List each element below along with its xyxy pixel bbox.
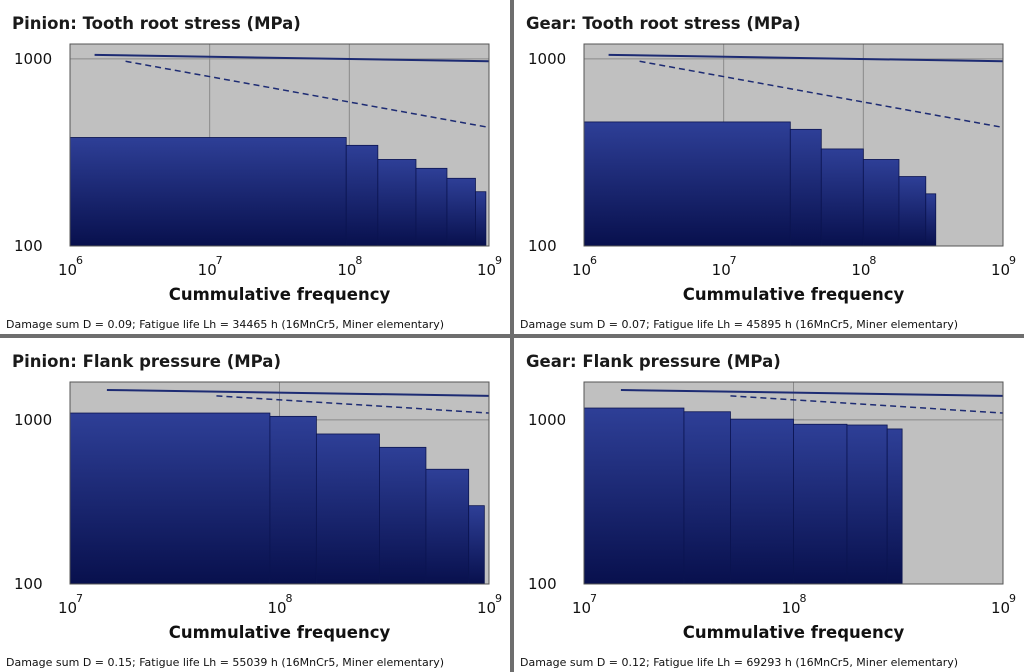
x-tick-exponent: 7: [76, 592, 83, 605]
plot-border: [583, 381, 1004, 585]
x-tick-exponent: 9: [495, 254, 502, 267]
chart-panel-pinion-root-stress: Pinion: Tooth root stress (MPa) 100 1000 10…: [0, 0, 510, 334]
y-tick-label: 100: [528, 237, 557, 255]
chart-title: Pinion: Flank pressure (MPa): [12, 352, 281, 371]
y-tick-label: 100: [14, 237, 43, 255]
load-step-bar: [345, 144, 379, 247]
chart-panel-gear-flank-pressure: Gear: Flank pressure (MPa) 100 1000 10 7 10 8 1…: [514, 338, 1024, 672]
load-step-bar: [269, 415, 317, 585]
chart-svg: Pinion: Tooth root stress (MPa) 100 1000 10…: [6, 14, 502, 331]
load-step-bar: [379, 446, 427, 585]
load-step-bar: [820, 148, 864, 247]
y-tick-label: 1000: [528, 50, 566, 68]
load-step-bar: [69, 137, 347, 247]
x-tick-exponent: 6: [76, 254, 83, 267]
x-axis-label: Cummulative frequency: [169, 285, 391, 304]
x-tick-exponent: 9: [1009, 592, 1016, 605]
limit-line-solid: [608, 53, 1004, 63]
footer-text: Damage sum D = 0.15; Fatigue life Lh = 5…: [6, 656, 444, 669]
footer-text: Damage sum D = 0.09; Fatigue life Lh = 3…: [6, 318, 444, 331]
x-tick-label: 10: [268, 599, 287, 617]
limit-line-dashed: [125, 60, 490, 129]
x-tick-exponent: 7: [730, 254, 737, 267]
load-step-bar: [730, 418, 794, 585]
load-step-bar: [793, 423, 848, 585]
load-step-bar: [846, 424, 888, 585]
x-tick-label: 10: [991, 599, 1010, 617]
x-tick-label: 10: [477, 261, 496, 279]
y-tick-label: 1000: [528, 411, 566, 429]
load-step-bar: [583, 121, 791, 247]
load-step-bar: [683, 411, 731, 585]
x-tick-label: 10: [58, 599, 77, 617]
y-tick-label: 1000: [14, 50, 52, 68]
load-step-bar: [898, 176, 927, 247]
x-tick-exponent: 9: [495, 592, 502, 605]
x-axis-label: Cummulative frequency: [169, 623, 391, 642]
load-step-bar: [468, 505, 485, 585]
x-tick-exponent: 7: [590, 592, 597, 605]
load-step-bar: [315, 433, 380, 585]
x-tick-label: 10: [712, 261, 731, 279]
chart-svg: Gear: Tooth root stress (MPa)10010001061…: [520, 14, 1016, 331]
load-step-bar: [69, 412, 271, 585]
load-step-bar: [475, 191, 487, 247]
load-step-bar: [862, 159, 900, 247]
plot-border: [583, 43, 1004, 247]
limit-line-dashed: [639, 60, 1004, 129]
load-step-bar: [446, 177, 476, 247]
chart-svg: Gear: Flank pressure (MPa)10010001071081…: [520, 352, 1016, 669]
y-tick-label: 100: [14, 575, 43, 593]
chart-panel-gear-root-stress: Gear: Tooth root stress (MPa) 100 1000 10 6 1…: [514, 0, 1024, 334]
chart-title: Pinion: Tooth root stress (MPa): [12, 14, 301, 33]
chart-title: Gear: Tooth root stress (MPa): [526, 14, 801, 33]
x-tick-label: 10: [572, 599, 591, 617]
y-tick-label: 1000: [14, 411, 52, 429]
limit-line-dashed: [730, 395, 1004, 414]
x-tick-label: 10: [851, 261, 870, 279]
load-step-bar: [789, 128, 822, 247]
footer-text: Damage sum D = 0.07; Fatigue life Lh = 4…: [520, 318, 958, 331]
limit-line-solid: [106, 388, 490, 397]
x-tick-label: 10: [58, 261, 77, 279]
x-tick-exponent: 8: [869, 254, 876, 267]
x-tick-label: 10: [198, 261, 217, 279]
load-step-bar: [377, 159, 417, 247]
load-step-bar: [415, 167, 448, 247]
x-axis-label: Cummulative frequency: [683, 285, 905, 304]
x-axis-label: Cummulative frequency: [683, 623, 905, 642]
limit-line-solid: [620, 388, 1004, 397]
x-tick-label: 10: [991, 261, 1010, 279]
chart-svg: Pinion: Flank pressure (MPa)100100010710…: [6, 352, 502, 669]
x-tick-exponent: 8: [800, 592, 807, 605]
x-tick-exponent: 9: [1009, 254, 1016, 267]
x-tick-label: 10: [477, 599, 496, 617]
chart-title: Gear: Flank pressure (MPa): [526, 352, 781, 371]
load-step-bar: [425, 468, 470, 585]
plot-border: [69, 381, 490, 585]
x-tick-exponent: 7: [216, 254, 223, 267]
limit-line-solid: [94, 53, 490, 63]
x-tick-exponent: 6: [590, 254, 597, 267]
plot-border: [69, 43, 490, 247]
x-tick-label: 10: [337, 261, 356, 279]
x-tick-exponent: 8: [286, 592, 293, 605]
footer-text: Damage sum D = 0.12; Fatigue life Lh = 6…: [520, 656, 958, 669]
x-tick-label: 10: [782, 599, 801, 617]
limit-line-dashed: [216, 395, 490, 414]
x-tick-label: 10: [572, 261, 591, 279]
load-step-bar: [925, 193, 937, 247]
load-step-bar: [886, 428, 903, 585]
y-tick-label: 100: [528, 575, 557, 593]
x-tick-exponent: 8: [355, 254, 362, 267]
chart-panel-pinion-flank-pressure: Pinion: Flank pressure (MPa) 100 1000 10 7 10…: [0, 338, 510, 672]
load-step-bar: [583, 407, 685, 585]
